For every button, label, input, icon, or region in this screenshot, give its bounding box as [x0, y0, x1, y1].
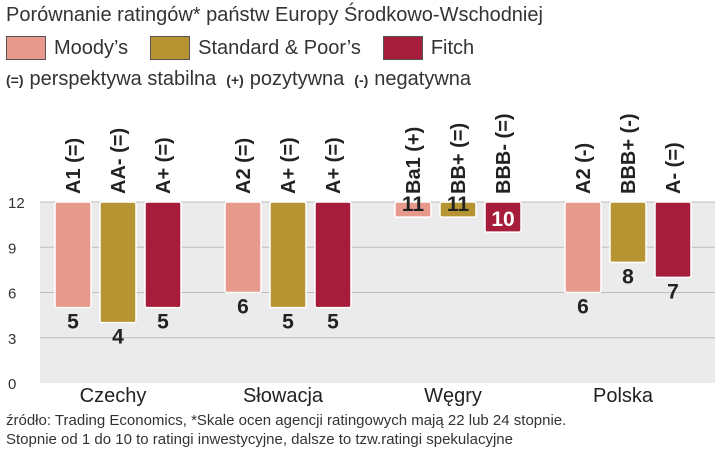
rating-label: A+ (=): [153, 137, 175, 194]
category-label: Polska: [593, 385, 654, 407]
rating-label: A2 (-): [573, 143, 595, 194]
bar-value-label: 5: [282, 311, 294, 334]
perspective-symbol-negative: (-): [354, 71, 369, 88]
legend-label-moodys: Moody’s: [54, 36, 129, 59]
bar-value-label: 7: [667, 280, 679, 303]
bar-value-label: 6: [577, 296, 589, 319]
bar-value-label: 6: [237, 296, 249, 319]
legend-swatch-sp: [150, 36, 191, 60]
bar-value-label: 5: [327, 311, 339, 334]
bar: [394, 201, 432, 218]
bar: [144, 201, 182, 309]
legend-item-fitch: Fitch: [382, 36, 475, 60]
perspective-label-positive: pozytywna: [249, 68, 345, 90]
bar-value-label: 4: [112, 326, 124, 349]
legend-item-sp: Standard & Poor’s: [150, 36, 361, 60]
source-line-1: źródło: Trading Economics, *Skale ocen a…: [6, 412, 567, 429]
bar: [654, 201, 692, 279]
bar: [564, 201, 602, 294]
perspective-symbol-positive: (+): [226, 71, 244, 88]
y-tick-label: 3: [8, 331, 16, 348]
bar: [224, 201, 262, 294]
bar: [99, 201, 137, 324]
perspective-legend: (=) perspektywa stabilna (+) pozytywna (…: [6, 68, 481, 91]
category-label: Węgry: [424, 385, 482, 407]
source-note: źródło: Trading Economics, *Skale ocen a…: [6, 411, 566, 449]
legend-swatch-fitch: [382, 36, 423, 60]
perspective-symbol-stable: (=): [6, 71, 24, 88]
bar: [314, 201, 352, 309]
bar: [439, 201, 477, 218]
rating-label: A+ (=): [278, 137, 300, 194]
rating-label: BBB- (=): [493, 113, 515, 194]
bar: [609, 201, 647, 264]
bar-value-label: 10: [491, 208, 514, 231]
bar-value-label: 8: [622, 265, 634, 288]
y-tick-label: 9: [8, 240, 16, 257]
legend-swatch-moodys: [6, 36, 46, 60]
bar-value-label: 11: [447, 193, 470, 216]
bar-value-label: 5: [67, 311, 79, 334]
bar: [269, 201, 307, 309]
rating-label: AA- (=): [108, 128, 130, 194]
rating-label: A- (=): [663, 142, 685, 194]
source-line-2: Stopnie od 1 do 10 to ratingi inwestycyj…: [6, 431, 513, 448]
chart-title: Porównanie ratingów* państw Europy Środk…: [6, 4, 543, 26]
bar-value-label: 11: [402, 193, 425, 216]
rating-label: BB+ (=): [448, 123, 470, 194]
legend-label-fitch: Fitch: [430, 36, 475, 59]
y-tick-label: 12: [8, 195, 25, 212]
rating-label: A+ (=): [323, 137, 345, 194]
rating-label: A2 (=): [233, 138, 255, 194]
category-label: Czechy: [80, 385, 147, 407]
perspective-label-stable: perspektywa stabilna: [29, 68, 217, 90]
rating-label: Ba1 (+): [403, 127, 425, 194]
legend-item-moodys: Moody’s: [6, 36, 128, 60]
bar: [484, 201, 522, 233]
rating-label: BBB+ (-): [618, 113, 640, 194]
category-label: Słowacja: [243, 385, 324, 407]
bar: [54, 201, 92, 309]
legend-label-sp: Standard & Poor’s: [198, 36, 361, 59]
perspective-label-negative: negatywna: [374, 68, 472, 90]
legend: Moody’s Standard & Poor’s Fitch: [6, 36, 496, 60]
y-tick-label: 0: [8, 376, 16, 393]
y-tick-label: 6: [8, 286, 16, 303]
bar-value-label: 5: [157, 311, 169, 334]
rating-label: A1 (=): [63, 138, 85, 194]
